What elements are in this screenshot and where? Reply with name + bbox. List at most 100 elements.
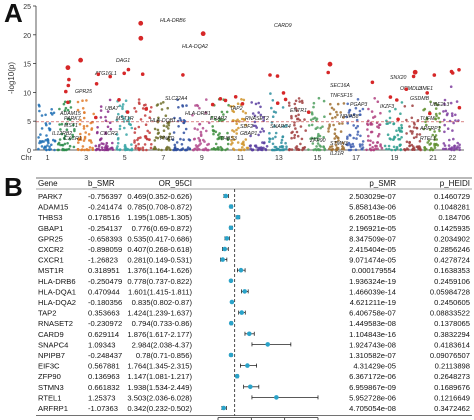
- or-point: [245, 363, 250, 368]
- table-row: TAP2 0.353663 1.424(1.239-1.637) 6.406758e-…: [38, 309, 470, 318]
- snp-point: [198, 123, 201, 126]
- snp-point: [167, 146, 171, 150]
- snp-point: [106, 125, 110, 129]
- snp-point: [242, 98, 246, 102]
- snp-point: [154, 136, 158, 139]
- snp-point: [323, 147, 327, 151]
- snp-point: [212, 132, 215, 136]
- highlighted-snp: [450, 71, 455, 75]
- snp-point: [319, 148, 322, 152]
- snp-point: [212, 147, 216, 150]
- row-p-smr: 6.406758e-07: [349, 309, 396, 318]
- snp-point: [376, 141, 380, 144]
- table-row: ADAM15 -0.241474 0.785(0.708-0.872) 5.85814…: [38, 203, 470, 212]
- snp-point: [229, 105, 232, 108]
- snp-point: [199, 142, 202, 145]
- snp-point: [422, 108, 425, 112]
- snp-point: [271, 148, 274, 152]
- y-tick-label: 5: [27, 119, 31, 126]
- highlighted-snp: [65, 65, 71, 71]
- snp-point: [433, 146, 437, 149]
- snp-point: [40, 114, 44, 117]
- snp-point: [335, 110, 338, 114]
- snp-point: [176, 98, 179, 102]
- gene-label: GBAP1: [240, 131, 257, 137]
- chromosome-points: [210, 98, 230, 152]
- snp-point: [218, 117, 222, 120]
- snp-point: [111, 141, 114, 145]
- highlighted-snp: [66, 100, 70, 105]
- snp-point: [411, 104, 414, 107]
- snp-point: [257, 111, 261, 114]
- snp-point: [123, 126, 126, 130]
- snp-point: [214, 118, 217, 121]
- snp-point: [237, 126, 240, 130]
- snp-point: [366, 128, 369, 131]
- or-point: [248, 384, 253, 390]
- snp-point: [164, 114, 168, 117]
- highlighted-snp: [281, 91, 286, 95]
- snp-point: [83, 148, 86, 152]
- snp-point: [450, 112, 454, 115]
- row-or-ci: 1.195(1.085-1.305): [127, 213, 192, 222]
- snp-point: [218, 132, 221, 135]
- snp-point: [206, 143, 209, 147]
- snp-point: [193, 147, 196, 151]
- snp-point: [192, 137, 196, 141]
- snp-point: [118, 148, 122, 151]
- or-point: [228, 204, 234, 209]
- snp-point: [443, 144, 447, 147]
- snp-point: [87, 133, 91, 136]
- row-p-heidi: 0.09076507: [430, 351, 470, 360]
- snp-point: [316, 148, 320, 151]
- highlighted-snp: [283, 97, 288, 102]
- snp-point: [173, 116, 176, 120]
- snp-point: [385, 147, 388, 151]
- snp-point: [179, 137, 182, 141]
- highlighted-snp: [144, 107, 148, 111]
- snp-point: [100, 146, 104, 149]
- snp-point: [449, 85, 453, 88]
- y-tick-label: 25: [23, 4, 31, 11]
- row-gene: HLA-DRB6: [38, 277, 76, 286]
- snp-point: [53, 139, 57, 143]
- snp-point: [366, 122, 369, 125]
- highlighted-snp: [457, 105, 462, 110]
- snp-point: [334, 115, 337, 119]
- snp-point: [157, 131, 160, 135]
- snp-point: [79, 136, 82, 139]
- gene-label: ERAP2: [210, 116, 227, 122]
- snp-point: [231, 141, 234, 145]
- row-or-ci: 3.503(2.036-6.028): [127, 393, 192, 402]
- row-gene: GPR25: [38, 234, 63, 243]
- gene-label: ZFP90: [309, 138, 326, 144]
- snp-point: [77, 137, 80, 141]
- row-b-smr: -0.658393: [88, 234, 122, 243]
- snp-point: [346, 121, 350, 125]
- snp-point: [232, 148, 236, 152]
- snp-point: [274, 135, 277, 139]
- highlighted-snp: [94, 82, 99, 86]
- row-b-smr: 1.25373: [88, 393, 115, 402]
- snp-point: [321, 125, 324, 128]
- snp-point: [150, 143, 153, 146]
- snp-point: [302, 147, 306, 150]
- highlighted-snp: [306, 110, 311, 114]
- snp-point: [323, 115, 326, 118]
- snp-point: [105, 147, 109, 150]
- snp-point: [56, 148, 59, 152]
- snp-point: [130, 143, 133, 146]
- table-row: ZFP90 0.136963 1.147(1.081-1.217) 6.367172e…: [38, 372, 470, 381]
- or-point: [228, 225, 234, 231]
- snp-point: [37, 136, 40, 139]
- gene-label: NPIPB8: [340, 114, 359, 120]
- snp-point: [38, 104, 41, 108]
- row-or-ci: 0.469(0.352-0.626): [127, 192, 192, 201]
- snp-point: [232, 130, 236, 133]
- snp-point: [60, 122, 64, 126]
- snp-point: [58, 123, 61, 126]
- snp-point: [345, 115, 348, 119]
- snp-point: [37, 147, 40, 151]
- snp-point: [257, 101, 261, 105]
- snp-point: [68, 144, 72, 148]
